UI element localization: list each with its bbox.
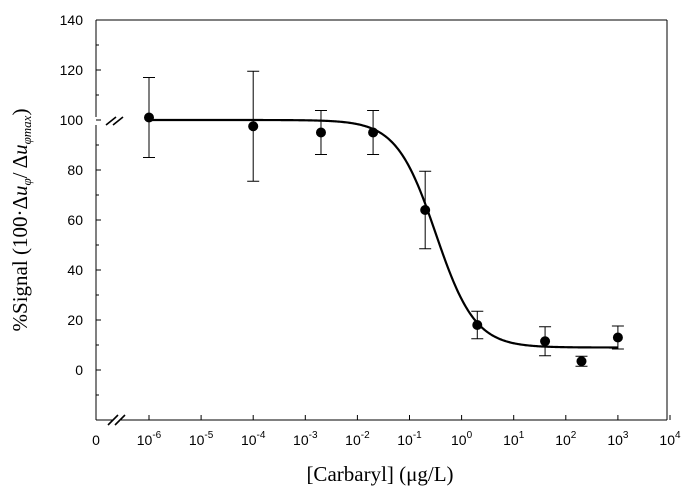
x-tick-label: 10-2 xyxy=(345,430,370,448)
y-axis-break-mark xyxy=(105,116,117,126)
x-tick-label-exponent: -4 xyxy=(257,430,266,441)
data-point xyxy=(368,127,379,138)
y-tick-label: 120 xyxy=(60,62,84,78)
y-tick-label: 80 xyxy=(67,162,83,178)
x-tick-label-base: 10 xyxy=(503,432,519,448)
x-tick-label-exponent: 3 xyxy=(623,430,629,441)
x-tick-label: 102 xyxy=(555,430,577,448)
x-tick-label-exponent: 2 xyxy=(571,430,577,441)
data-point xyxy=(315,127,326,138)
x-tick-label: 10-1 xyxy=(397,430,422,448)
data-point xyxy=(248,121,259,132)
fit-curve xyxy=(149,118,618,349)
x-tick-label-exponent: 0 xyxy=(467,430,473,441)
x-tick-label-base: 10 xyxy=(189,432,205,448)
x-tick-label-exponent: -3 xyxy=(309,430,318,441)
y-tick-label: 100 xyxy=(60,112,84,128)
x-tick-label: 101 xyxy=(503,430,525,448)
x-tick-label: 10-6 xyxy=(137,430,162,448)
x-tick-label: 103 xyxy=(607,430,629,448)
x-tick-label-exponent: -6 xyxy=(152,430,161,441)
axes xyxy=(95,19,671,426)
x-tick-label-base: 10 xyxy=(659,432,675,448)
y-tick-label: 60 xyxy=(67,212,83,228)
data-point xyxy=(472,320,483,330)
x-tick-label-exponent: -1 xyxy=(413,430,422,441)
x-tick-label: 10-3 xyxy=(293,430,318,448)
x-tick-label-base: 10 xyxy=(555,432,571,448)
y-tick-label: 0 xyxy=(75,362,83,378)
y-axis-break-mark xyxy=(112,116,124,126)
x-axis-title: [Carbaryl] (μg/L) xyxy=(306,462,453,486)
x-tick-label: 10-5 xyxy=(189,430,214,448)
y-tick-label: 40 xyxy=(67,262,83,278)
y-tick-label: 140 xyxy=(60,12,84,28)
x-tick-label-base: 10 xyxy=(397,432,413,448)
data-point xyxy=(144,112,154,123)
data-point xyxy=(612,332,623,343)
x-tick-label-exponent: -2 xyxy=(361,430,370,441)
x-tick-label-exponent: 1 xyxy=(519,430,525,441)
x-tick-label: 100 xyxy=(451,430,473,448)
x-tick-label-base: 10 xyxy=(607,432,623,448)
data-point xyxy=(540,336,551,347)
y-tick-label: 20 xyxy=(67,312,83,328)
x-tick-label-base: 10 xyxy=(451,432,467,448)
x-tick-label-base: 10 xyxy=(345,432,361,448)
x-tick-label-exponent: -5 xyxy=(204,430,213,441)
data-point xyxy=(576,356,587,367)
y-axis-title: %Signal (100·Δuφ/ Δuφmax) xyxy=(8,109,34,332)
x-tick-label-exponent: 4 xyxy=(675,430,681,441)
x-tick-label: 0 xyxy=(92,432,100,448)
x-axis-break-mark xyxy=(114,414,126,426)
x-tick-label-base: 0 xyxy=(92,432,100,448)
x-tick-label-base: 10 xyxy=(241,432,257,448)
x-tick-label: 10-4 xyxy=(241,430,266,448)
data-point xyxy=(420,205,431,215)
fit-curve-layer xyxy=(149,118,618,349)
data-points-layer xyxy=(143,70,624,367)
x-tick-label: 104 xyxy=(659,430,681,448)
x-tick-label-base: 10 xyxy=(137,432,153,448)
x-axis-break-mark xyxy=(107,414,119,426)
x-tick-label-base: 10 xyxy=(293,432,309,448)
